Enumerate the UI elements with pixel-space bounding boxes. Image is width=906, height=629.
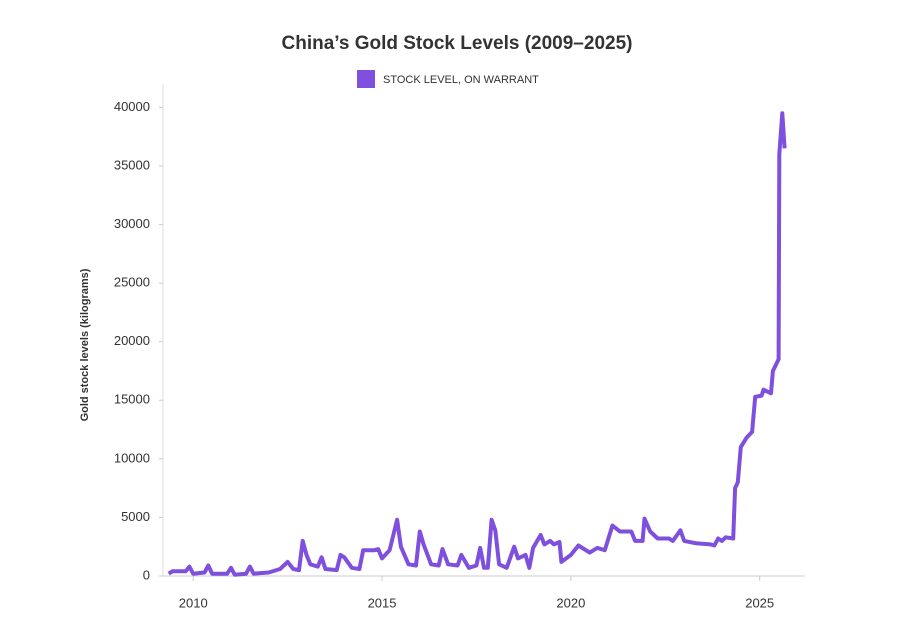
x-tick-label: 2020 xyxy=(556,595,585,610)
y-tick-label: 40000 xyxy=(114,99,150,114)
y-tick-label: 35000 xyxy=(114,157,150,172)
x-tick-label: 2015 xyxy=(368,595,397,610)
y-tick-label: 30000 xyxy=(114,216,150,231)
x-tick-label: 2025 xyxy=(745,595,774,610)
x-tick-label: 2010 xyxy=(179,595,208,610)
y-tick-label: 25000 xyxy=(114,275,150,290)
legend-label: STOCK LEVEL, ON WARRANT xyxy=(383,74,539,86)
y-axis-label: Gold stock levels (kilograms) xyxy=(79,268,91,421)
y-tick-label: 0 xyxy=(143,567,150,582)
legend-swatch xyxy=(357,70,375,88)
y-tick-label: 5000 xyxy=(121,509,150,524)
chart-title: China’s Gold Stock Levels (2009–2025) xyxy=(282,33,633,54)
y-tick-label: 15000 xyxy=(114,392,150,407)
y-tick-label: 10000 xyxy=(114,450,150,465)
y-tick-label: 20000 xyxy=(114,333,150,348)
line-series xyxy=(167,111,787,577)
